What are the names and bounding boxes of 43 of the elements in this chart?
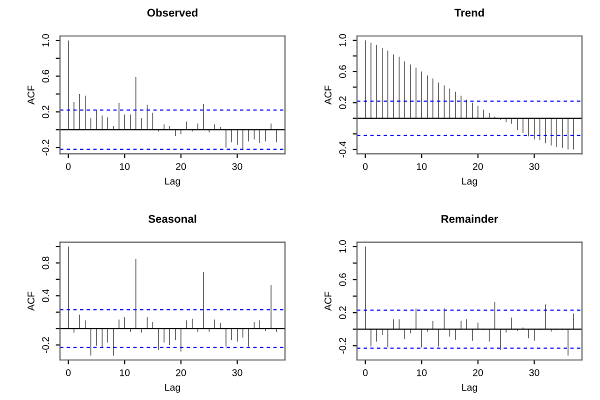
x-tick-label: 30 <box>529 369 540 376</box>
x-tick-label: 30 <box>529 163 540 170</box>
x-tick-label: 10 <box>120 369 130 376</box>
x-tick-label: 10 <box>416 369 427 376</box>
chart-title: Trend <box>454 8 484 17</box>
x-tick-label: 0 <box>66 163 71 170</box>
x-axis-title: Lag <box>462 178 477 187</box>
chart-title: Seasonal <box>148 214 196 223</box>
x-axis-title: Lag <box>462 384 477 393</box>
y-tick-label: -0.4 <box>339 141 346 158</box>
y-tick-label: 0.6 <box>339 273 346 286</box>
chart-title: Remainder <box>442 214 498 223</box>
x-axis-title: Lag <box>165 384 180 393</box>
y-tick-label: 0.2 <box>42 106 50 118</box>
x-tick-label: 20 <box>176 163 186 170</box>
y-tick-label: 0.2 <box>339 306 346 320</box>
x-tick-label: 20 <box>473 369 483 376</box>
x-tick-label: 20 <box>176 369 186 376</box>
chart-title: Observed <box>147 8 198 17</box>
x-axis-title: Lag <box>165 178 180 187</box>
y-tick-label: -0.2 <box>42 140 50 156</box>
y-tick-label: -0.2 <box>339 338 346 354</box>
x-tick-label: 0 <box>363 163 368 170</box>
y-axis-title: ACF <box>28 292 34 311</box>
y-tick-label: 1.0 <box>339 34 346 46</box>
y-tick-label: 0.8 <box>42 256 50 270</box>
y-tick-label: 0.6 <box>42 70 50 83</box>
x-tick-label: 30 <box>232 369 242 376</box>
x-tick-label: 0 <box>66 369 71 376</box>
x-tick-label: 10 <box>120 163 130 170</box>
y-tick-label: 0.2 <box>339 96 346 110</box>
y-tick-label: 0.6 <box>339 65 346 78</box>
y-tick-label: 1.0 <box>42 34 50 46</box>
y-tick-label: -0.2 <box>42 337 50 353</box>
y-axis-title: ACF <box>28 86 34 105</box>
y-tick-label: 1.0 <box>339 240 346 253</box>
x-tick-label: 10 <box>416 163 427 170</box>
x-tick-label: 30 <box>232 163 242 170</box>
y-tick-label: 0.4 <box>42 289 50 302</box>
y-axis-title: ACF <box>324 292 332 311</box>
x-tick-label: 0 <box>363 369 368 376</box>
y-axis-title: ACF <box>324 86 332 105</box>
x-tick-label: 20 <box>473 163 483 170</box>
